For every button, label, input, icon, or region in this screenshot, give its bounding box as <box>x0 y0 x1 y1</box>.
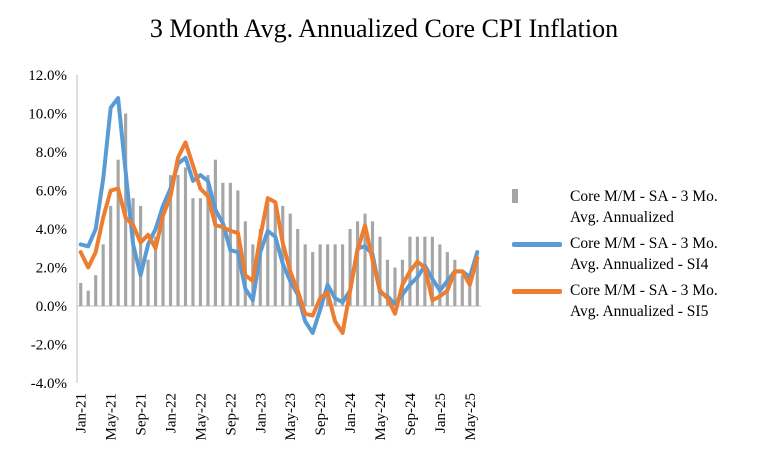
y-tick-label: 10.0% <box>28 107 67 123</box>
x-tick-label: Jan-23 <box>253 393 269 433</box>
x-tick-label: May-22 <box>193 393 209 441</box>
bar <box>303 244 307 306</box>
bar <box>288 213 292 306</box>
bar <box>258 229 262 306</box>
x-tick-label: Sep-22 <box>223 393 239 436</box>
bar <box>236 190 240 306</box>
bar <box>341 244 345 306</box>
axes <box>76 75 481 383</box>
x-tick-label: May-24 <box>373 393 389 441</box>
y-tick-label: -2.0% <box>31 338 67 354</box>
bar <box>94 275 98 306</box>
bar <box>415 236 419 306</box>
legend-swatch-bars <box>512 189 518 203</box>
x-tick-label: May-25 <box>463 393 479 441</box>
bar <box>168 175 173 306</box>
bar <box>116 159 120 306</box>
bar <box>109 205 113 306</box>
bar <box>198 198 203 306</box>
bar <box>296 229 300 306</box>
y-tick-label: 12.0% <box>28 68 67 84</box>
bar <box>348 229 352 306</box>
legend-item-si4: Core M/M - SA - 3 Mo. Avg. Annualized - … <box>512 233 762 275</box>
y-tick-label: 6.0% <box>36 184 67 200</box>
bar <box>318 244 322 306</box>
legend-label-si5-line1: Core M/M - SA - 3 Mo. <box>570 282 718 299</box>
bar <box>153 236 158 306</box>
bar <box>161 205 165 306</box>
legend-label-si4-line2: Avg. Annualized - SI4 <box>570 256 709 273</box>
x-tick-label: Sep-21 <box>134 393 150 436</box>
x-tick-label: May-23 <box>283 393 299 441</box>
legend-label-si4-line1: Core M/M - SA - 3 Mo. <box>570 235 718 252</box>
series-line-si4 <box>78 96 480 335</box>
bar <box>86 290 90 306</box>
y-tick-label: -4.0% <box>31 376 67 392</box>
x-tick-label: Jan-24 <box>343 393 359 433</box>
y-tick-label: 4.0% <box>36 222 67 238</box>
y-tick-label: 0.0% <box>36 299 67 315</box>
y-tick-label: 2.0% <box>36 261 67 277</box>
bar <box>393 267 397 306</box>
bar <box>79 282 83 306</box>
bar <box>139 205 143 306</box>
bar <box>266 198 270 306</box>
legend-label-bars-line1: Core M/M - SA - 3 Mo. <box>570 188 718 205</box>
legend-item-bars: Core M/M - SA - 3 Mo. Avg. Annualized <box>512 186 762 228</box>
x-tick-label: Sep-24 <box>403 393 419 436</box>
bar <box>311 252 315 306</box>
bar <box>213 159 217 306</box>
bar <box>101 244 105 306</box>
bar <box>460 275 464 306</box>
bar <box>430 236 434 306</box>
legend-label-bars-line2: Avg. Annualized <box>570 209 674 226</box>
legend-swatch-si5 <box>512 289 562 294</box>
bar <box>355 221 360 306</box>
bar <box>333 244 337 306</box>
bar <box>438 244 442 306</box>
x-tick-label: Sep-23 <box>313 393 329 436</box>
legend-label-si5-line2: Avg. Annualized - SI5 <box>570 303 709 320</box>
bar <box>191 198 195 306</box>
x-tick-label: Jan-25 <box>433 393 449 433</box>
bar <box>468 275 472 306</box>
x-tick-labels: Jan-21 May-21 Sep-21 Jan-22 May-22 Sep-22 Jan-… <box>74 393 479 441</box>
legend-swatch-si4 <box>512 242 562 247</box>
bar <box>475 259 479 306</box>
bar <box>273 205 277 306</box>
bar <box>385 259 390 306</box>
x-tick-label: Jan-21 <box>74 393 90 433</box>
bar <box>453 259 457 306</box>
x-tick-label: May-21 <box>104 393 120 441</box>
bar <box>326 244 330 306</box>
x-tick-label: Jan-22 <box>164 393 180 433</box>
bar-series <box>79 113 479 306</box>
bar <box>363 213 367 306</box>
bar <box>221 182 225 306</box>
bar <box>206 175 210 306</box>
chart-title: 3 Month Avg. Annualized Core CPI Inflati… <box>149 14 619 43</box>
bar <box>281 205 285 306</box>
y-tick-labels: -4.0% -2.0% 0.0% 2.0% 4.0% 6.0% 8.0% 10.0% 12.0% <box>28 68 67 392</box>
bar <box>146 259 150 306</box>
legend-item-si5: Core M/M - SA - 3 Mo. Avg. Annualized - … <box>512 280 762 322</box>
bar <box>183 167 188 306</box>
line-series <box>78 96 480 335</box>
legend: Core M/M - SA - 3 Mo. Avg. Annualized Co… <box>512 186 762 327</box>
bar <box>243 221 247 306</box>
y-tick-label: 8.0% <box>36 145 67 161</box>
bar <box>378 236 382 306</box>
bar <box>176 175 180 306</box>
series-line-si5 <box>78 140 480 335</box>
